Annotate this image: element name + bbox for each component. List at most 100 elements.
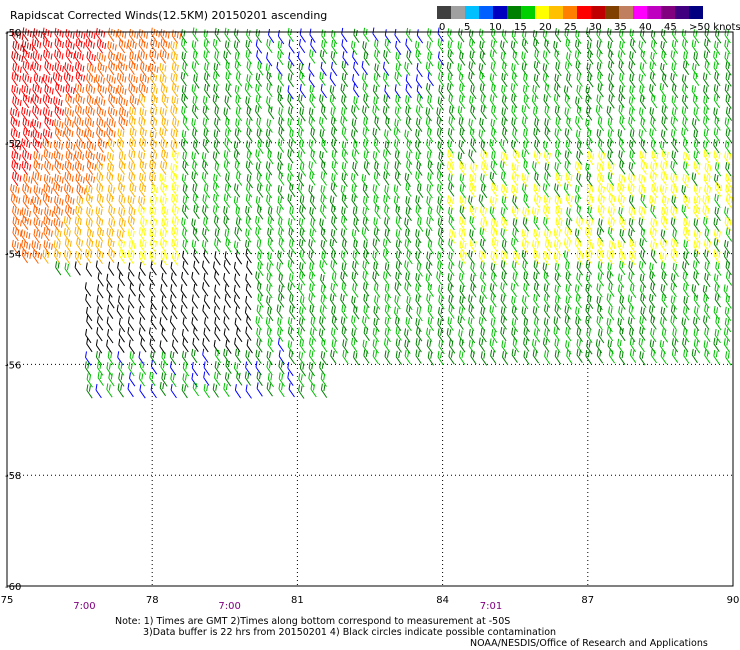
wind-barb: [32, 94, 42, 109]
wind-barb: [427, 128, 434, 143]
wind-barb: [161, 327, 168, 343]
wind-barb: [150, 350, 157, 365]
wind-barb: [181, 129, 189, 144]
wind-barb: [405, 38, 412, 53]
wind-barb: [225, 339, 232, 354]
wind-barb: [533, 194, 541, 209]
wind-barb: [341, 95, 348, 110]
wind-barb: [682, 138, 690, 153]
wind-barb: [459, 51, 466, 66]
legend-swatch: [465, 6, 479, 19]
wind-barb: [436, 205, 443, 220]
wind-barb: [129, 138, 137, 153]
wind-barb: [182, 228, 189, 243]
wind-barb: [491, 329, 498, 344]
wind-barb: [95, 27, 106, 43]
wind-barb: [257, 282, 264, 297]
time-label: 7:01: [480, 601, 502, 612]
wind-barb: [617, 50, 625, 65]
wind-barb: [406, 150, 413, 165]
wind-barb: [649, 128, 656, 143]
wind-barb: [372, 151, 380, 166]
wind-barb: [212, 151, 220, 166]
wind-barb: [74, 83, 85, 98]
wind-barb: [76, 127, 86, 142]
wind-barb: [363, 94, 370, 109]
wind-barb: [341, 215, 348, 231]
wind-barb: [383, 271, 390, 286]
wind-barb: [448, 206, 455, 222]
wind-barb: [11, 140, 22, 155]
wind-barb: [661, 149, 669, 164]
wind-barb: [447, 273, 454, 288]
wind-barb: [245, 160, 253, 175]
wind-barb: [415, 171, 422, 186]
wind-barb: [86, 228, 94, 243]
wind-barb: [277, 250, 284, 265]
wind-barb: [266, 82, 273, 98]
wind-barb: [416, 327, 423, 342]
wind-barb: [341, 39, 348, 54]
wind-barb: [555, 140, 562, 155]
wind-barb: [140, 338, 147, 353]
wind-barb: [320, 351, 328, 366]
wind-barb: [554, 350, 562, 365]
wind-barb: [128, 362, 135, 377]
wind-barb: [469, 183, 477, 198]
wind-barb: [331, 272, 339, 287]
wind-barb: [649, 262, 656, 277]
wind-barb: [511, 295, 518, 311]
wind-barb: [298, 238, 306, 254]
wind-barb: [12, 171, 22, 187]
wind-barb: [86, 238, 94, 253]
wind-barb: [693, 107, 700, 122]
wind-barb: [233, 261, 241, 277]
wind-barb: [224, 95, 231, 110]
wind-barb: [523, 128, 530, 143]
wind-barb: [511, 72, 519, 87]
wind-barb: [10, 107, 20, 122]
wind-barb: [702, 72, 710, 87]
wind-barb: [289, 239, 296, 254]
wind-barb: [148, 271, 156, 286]
wind-barb: [233, 195, 241, 210]
wind-barb: [469, 215, 476, 231]
wind-barb: [129, 351, 136, 366]
wind-barb: [489, 338, 496, 353]
wind-barb: [319, 116, 326, 131]
wind-barb: [394, 84, 401, 99]
wind-barb: [533, 106, 540, 121]
wind-barb: [596, 349, 604, 364]
wind-barb: [117, 283, 124, 298]
wind-barb: [576, 205, 583, 220]
wind-barb: [608, 73, 615, 88]
wind-barb: [117, 61, 128, 76]
wind-barb: [670, 172, 678, 188]
wind-barb: [585, 118, 592, 133]
wind-barb: [149, 371, 156, 386]
wind-barb: [447, 49, 454, 64]
wind-barb: [223, 206, 230, 221]
wind-barb: [490, 62, 497, 77]
wind-barb: [384, 185, 391, 200]
wind-barb: [534, 49, 541, 64]
wind-barb: [555, 150, 562, 165]
wind-barb: [436, 271, 443, 286]
wind-barb: [470, 350, 477, 365]
wind-barb: [511, 184, 519, 199]
wind-barb: [500, 228, 507, 243]
wind-barb: [693, 29, 700, 44]
wind-barb: [192, 27, 199, 42]
wind-barb: [629, 337, 637, 353]
wind-barb: [468, 294, 475, 309]
wind-barb: [139, 73, 150, 88]
wind-barb: [404, 239, 411, 254]
y-tick-label: -56: [5, 360, 21, 371]
wind-barb: [534, 172, 541, 187]
wind-barb: [542, 50, 550, 65]
wind-barb: [533, 228, 541, 244]
wind-barb: [320, 204, 327, 219]
wind-barb: [606, 250, 614, 265]
wind-barb: [660, 261, 668, 276]
wind-barb: [683, 251, 690, 266]
